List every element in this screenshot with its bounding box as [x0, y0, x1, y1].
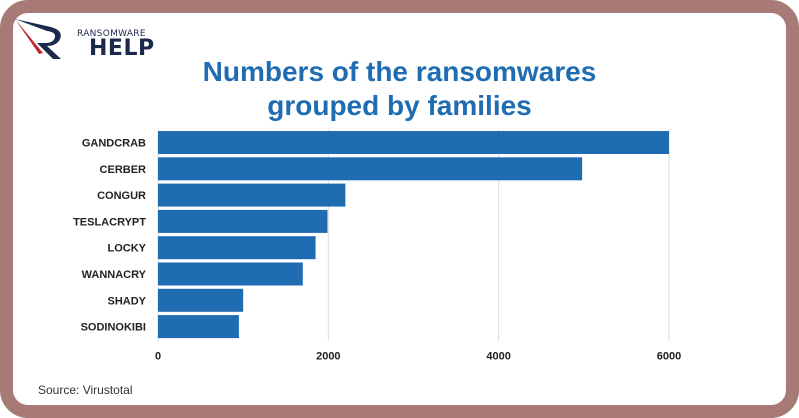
- category-label: SODINOKIBI: [81, 322, 146, 334]
- category-label: GANDCRAB: [82, 138, 146, 150]
- logo-top-text: RANSOMWARE: [77, 29, 146, 39]
- chart-title-line-2: grouped by families: [267, 90, 532, 121]
- bar-cerber: [158, 157, 583, 181]
- source-note: Source: Virustotal: [38, 383, 133, 397]
- category-label: SHADY: [107, 295, 146, 307]
- category-label: WANNACRY: [82, 269, 147, 281]
- bar-shady: [158, 288, 244, 312]
- bar-congur: [158, 183, 346, 207]
- category-label: TESLACRYPT: [73, 216, 146, 228]
- x-tick-label: 2000: [316, 350, 340, 362]
- bar-gandcrab: [158, 131, 669, 154]
- category-label: LOCKY: [108, 243, 147, 255]
- category-label: CONGUR: [97, 190, 146, 202]
- chart-title-line-1: Numbers of the ransomwares: [202, 56, 597, 87]
- ransomware-help-logo: RANSOMWARE HELP: [13, 13, 154, 61]
- x-tick-label: 4000: [486, 350, 510, 362]
- category-label: CERBER: [100, 164, 147, 176]
- x-tick-label: 6000: [657, 350, 681, 362]
- bar-wannacry: [158, 262, 303, 286]
- x-tick-label: 0: [155, 350, 161, 362]
- logo-r-icon: [15, 19, 61, 59]
- logo-bottom-text: HELP: [89, 36, 155, 61]
- bar-locky: [158, 236, 316, 260]
- bar-sodinokibi: [158, 315, 239, 339]
- bar-teslacrypt: [158, 209, 328, 233]
